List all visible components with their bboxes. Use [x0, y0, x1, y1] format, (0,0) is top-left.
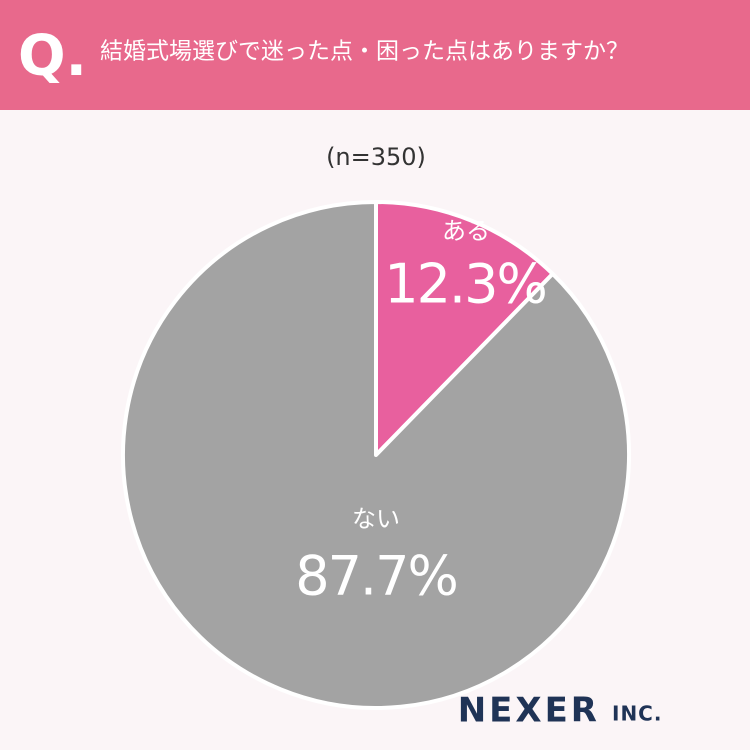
- chart-subtitle: (n=350): [326, 143, 426, 171]
- pie-slice: [374, 200, 555, 457]
- slice-value-label: 12.3%: [384, 253, 546, 316]
- slice-value-label: 87.7%: [295, 545, 457, 608]
- slice-category-label: ない: [352, 505, 400, 533]
- slice-category-label: ある: [442, 217, 490, 245]
- pie-slice: [121, 200, 631, 710]
- chart-title: 結婚式場選びで迷った点・困った点はありますか？: [100, 39, 629, 65]
- header-band: [0, 0, 750, 110]
- brand-suffix: INC.: [612, 702, 662, 726]
- brand-name: NEXER: [458, 691, 600, 731]
- question-mark: Q.: [18, 24, 87, 89]
